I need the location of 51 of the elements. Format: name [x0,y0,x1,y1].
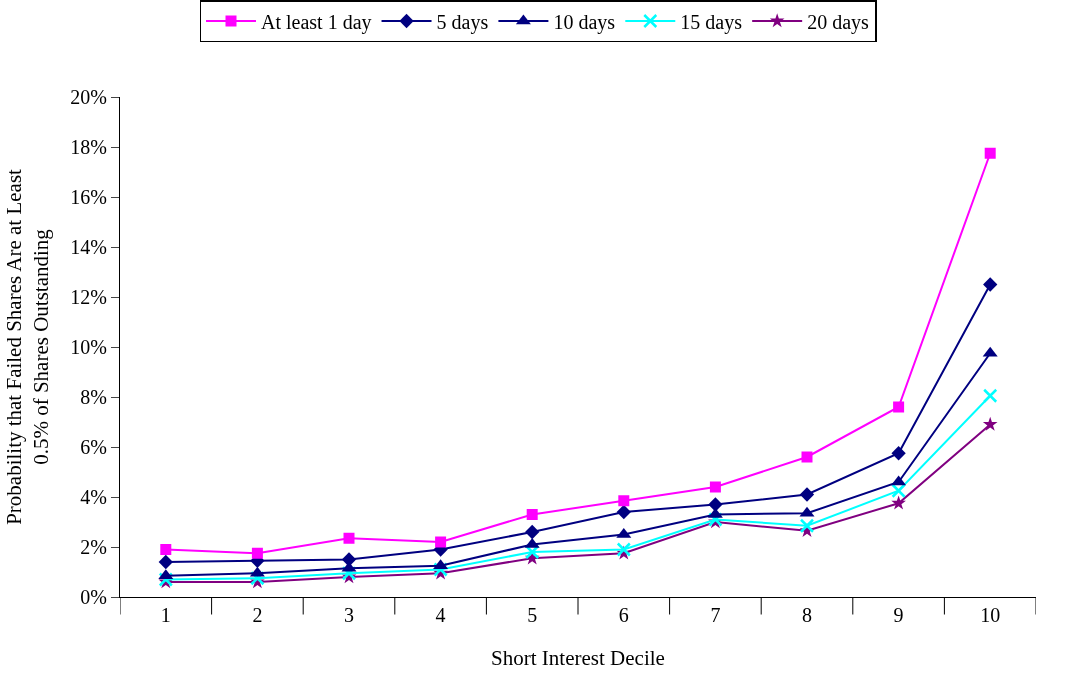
y-tick-label: 10% [70,336,107,358]
y-tick-label: 18% [70,136,107,158]
point [799,518,815,533]
y-tick-label: 2% [80,536,107,558]
point [891,483,906,498]
x-tick-label: 1 [160,604,171,626]
point [251,547,263,559]
x-tick-label: 5 [527,604,538,626]
point [343,532,355,544]
x-tick-label: 7 [710,604,721,626]
x-axis-title: Short Interest Decile [491,646,665,671]
y-tick-label: 20% [70,86,107,108]
x-tick-label: 9 [893,604,904,626]
y-tick-label: 12% [70,286,107,308]
x-tick-label: 2 [252,604,263,626]
legend-label: 10 days [553,10,616,34]
point [616,504,631,520]
y-tick-label: 16% [70,186,107,208]
y-axis-title: Probability that Failed Shares Are at Least 0.5% of Shares Outstanding [2,168,54,525]
x-tick-label: 3 [344,604,354,626]
point [708,497,723,512]
point [435,536,447,548]
x-tick-label: 10 [980,604,1001,626]
x-tick-label: 8 [802,604,812,626]
y-tick-label: 8% [80,386,107,408]
point [893,401,905,413]
legend-label: 15 days [680,10,743,34]
point [983,277,998,292]
point [526,509,538,520]
point [618,495,630,507]
point [801,451,813,463]
point [709,481,721,493]
legend-label: 20 days [807,10,870,34]
point [891,446,906,461]
point [525,524,540,540]
x-tick-label: 6 [618,604,629,626]
legend-label: At least 1 day [261,10,372,34]
point [984,147,996,159]
legend-label: 5 days [436,10,489,34]
point [160,544,172,555]
point [982,388,998,403]
y-tick-label: 14% [70,236,107,258]
point [982,416,998,431]
y-tick-label: 6% [80,436,107,458]
point [891,495,906,510]
point [799,487,815,502]
y-tick-label: 4% [80,486,107,508]
point [341,552,357,567]
y-tick-label: 0% [80,586,107,608]
x-tick-label: 4 [435,604,446,626]
point [158,554,173,570]
